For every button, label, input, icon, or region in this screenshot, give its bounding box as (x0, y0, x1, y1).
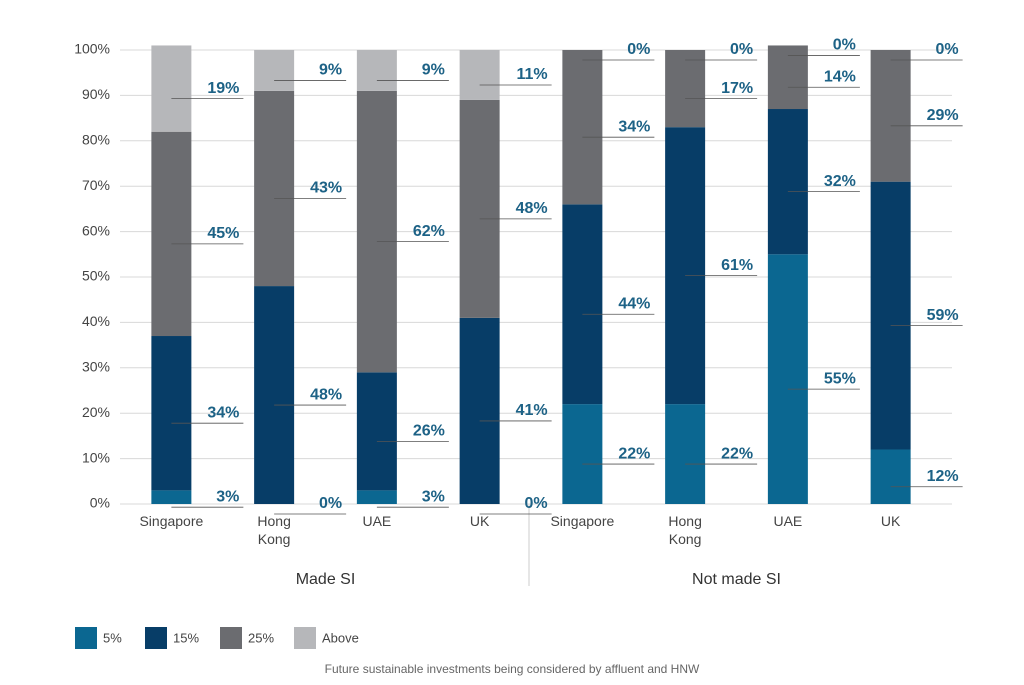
legend-swatch (220, 627, 242, 649)
bar-segment (767, 254, 808, 504)
x-tick-label: Singapore (550, 513, 615, 529)
x-tick-label: UK (880, 513, 901, 529)
legend-label: Above (322, 630, 359, 645)
value-label: 26% (413, 423, 445, 440)
value-label: 22% (721, 445, 753, 462)
x-tick-label: Singapore (139, 513, 204, 529)
x-tick-label: Hong Kong (668, 513, 702, 547)
value-label: 41% (516, 402, 548, 419)
value-label: 0% (319, 495, 342, 512)
legend-swatch (145, 627, 167, 649)
value-label: 0% (833, 37, 856, 54)
value-label: 34% (207, 404, 239, 421)
value-label: 32% (824, 173, 856, 190)
bar-segment (356, 372, 397, 491)
y-tick-label: 20% (82, 404, 110, 420)
bar-segment (562, 204, 603, 405)
value-label: 59% (927, 307, 959, 324)
bar-segment (459, 50, 500, 100)
bar-segment (562, 50, 603, 205)
bar-segment (767, 45, 808, 110)
value-label: 3% (422, 488, 445, 505)
value-label: 19% (207, 80, 239, 97)
y-tick-label: 50% (82, 268, 110, 284)
y-tick-label: 30% (82, 359, 110, 375)
bar-segment (870, 50, 911, 182)
y-tick-label: 100% (74, 41, 110, 57)
bar-segment (254, 286, 295, 504)
y-tick-label: 10% (82, 449, 110, 465)
bar-segment (356, 90, 397, 373)
value-label: 0% (627, 41, 650, 58)
value-label: 0% (525, 495, 548, 512)
value-label: 48% (310, 386, 342, 403)
value-label: 55% (824, 370, 856, 387)
legend-label: 15% (173, 630, 199, 645)
value-label: 0% (730, 41, 753, 58)
y-tick-label: 0% (90, 495, 110, 511)
legend-label: 25% (248, 630, 274, 645)
value-label: 29% (927, 107, 959, 124)
value-label: 11% (516, 66, 547, 83)
bar-segment (459, 317, 500, 504)
value-label: 43% (310, 180, 342, 197)
value-label: 45% (207, 225, 239, 242)
value-label: 12% (927, 468, 959, 485)
group-label: Made SI (296, 571, 356, 588)
bar-segment (665, 50, 706, 128)
y-tick-label: 90% (82, 86, 110, 102)
value-label: 48% (516, 200, 548, 217)
bar-segment (254, 90, 295, 287)
bar-segment (870, 181, 911, 450)
bar-segment (151, 336, 192, 491)
bar-segment (767, 109, 808, 255)
x-tick-label: UAE (773, 513, 803, 529)
bar-segment (151, 45, 192, 132)
value-label: 17% (721, 80, 753, 97)
y-tick-label: 40% (82, 313, 110, 329)
bar-segment (562, 404, 603, 504)
value-label: 9% (319, 62, 342, 79)
bar-segment (665, 127, 706, 405)
x-tick-label: UAE (362, 513, 392, 529)
bar-segment (356, 50, 397, 91)
value-label: 61% (721, 257, 753, 274)
value-label: 62% (413, 223, 445, 240)
y-tick-label: 80% (82, 132, 110, 148)
bar-segment (356, 490, 397, 504)
legend-swatch (294, 627, 316, 649)
value-label: 9% (422, 62, 445, 79)
x-tick-label: UK (469, 513, 490, 529)
bar-segment (870, 449, 911, 504)
bar-segment (665, 404, 706, 504)
legend-label: 5% (103, 630, 122, 645)
x-tick-label: Hong Kong (257, 513, 291, 547)
value-label: 14% (824, 68, 856, 85)
bar-segment (254, 50, 295, 91)
value-label: 3% (216, 488, 239, 505)
legend-swatch (75, 627, 97, 649)
value-label: 34% (618, 118, 650, 135)
value-label: 22% (618, 445, 650, 462)
y-tick-label: 60% (82, 222, 110, 238)
bar-segment (151, 490, 192, 504)
caption: Future sustainable investments being con… (325, 662, 700, 676)
y-tick-label: 70% (82, 177, 110, 193)
group-label: Not made SI (692, 571, 781, 588)
bar-segment (151, 131, 192, 337)
value-label: 0% (936, 41, 959, 58)
bar-segment (459, 99, 500, 318)
value-label: 44% (618, 295, 650, 312)
